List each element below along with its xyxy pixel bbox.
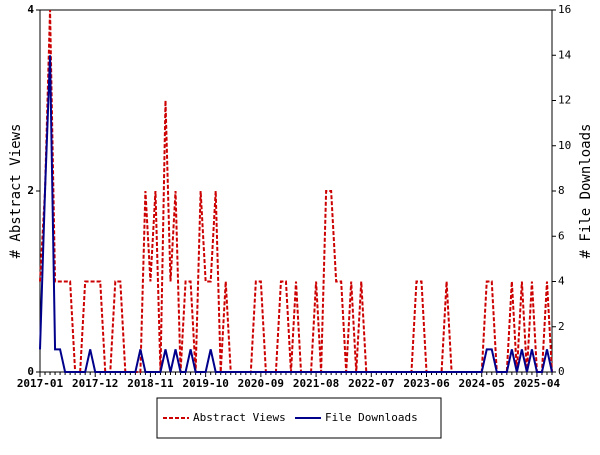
x-tick-label: 2017-01 [17, 377, 64, 390]
x-tick-label: 2018-11 [127, 377, 174, 390]
x-tick-label: 2021-08 [293, 377, 339, 390]
x-tick-label: 2023-06 [403, 377, 450, 390]
y-tick-label: 2 [27, 184, 34, 197]
x-tick-label: 2020-09 [238, 377, 284, 390]
y2-axis-title: # File Downloads [578, 124, 594, 259]
x-tick-label: 2025-04 [514, 377, 561, 390]
legend-label: Abstract Views [193, 411, 286, 424]
series-line [39, 9, 553, 373]
y2-tick-label: 0 [558, 365, 565, 378]
y2-tick-label: 2 [558, 320, 565, 333]
x-tick-label: 2019-10 [182, 377, 228, 390]
y-tick-label: 0 [27, 365, 34, 378]
y2-tick-label: 8 [558, 184, 565, 197]
y2-tick-label: 6 [558, 229, 565, 242]
series-line [39, 55, 553, 373]
y2-tick-label: 10 [558, 139, 571, 152]
y2-tick-label: 14 [558, 48, 572, 61]
legend-label: File Downloads [325, 411, 418, 424]
y2-tick-label: 4 [558, 275, 565, 288]
y2-tick-label: 16 [558, 3, 571, 16]
y-tick-label: 4 [27, 3, 34, 16]
y-axis-title: # Abstract Views [8, 124, 24, 259]
y2-tick-label: 12 [558, 94, 571, 107]
plot-frame [39, 9, 553, 373]
x-tick-label: 2017-12 [72, 377, 118, 390]
x-tick-label: 2024-05 [459, 377, 505, 390]
x-tick-label: 2022-07 [348, 377, 394, 390]
